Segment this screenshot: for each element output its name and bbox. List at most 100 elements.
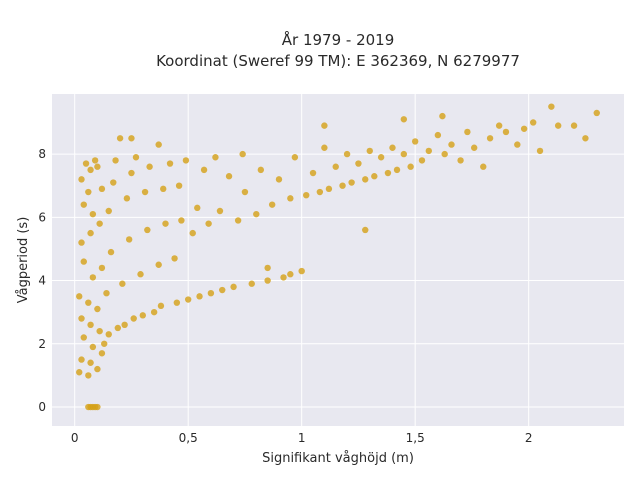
data-point — [275, 176, 283, 183]
data-point — [280, 274, 287, 281]
x-tick-label: 1,5 — [406, 431, 425, 445]
data-point — [98, 185, 106, 193]
data-point — [502, 128, 510, 136]
data-point — [175, 182, 183, 189]
data-point — [514, 141, 521, 148]
data-point — [87, 359, 94, 366]
data-point — [366, 147, 373, 155]
data-point — [89, 210, 97, 218]
plot-background — [52, 94, 624, 426]
data-point — [128, 169, 135, 177]
data-point — [548, 103, 555, 110]
data-point — [332, 163, 339, 170]
data-point — [205, 220, 212, 227]
data-point — [298, 267, 305, 275]
data-point — [94, 365, 101, 373]
data-point — [78, 356, 85, 363]
data-point — [400, 150, 408, 158]
data-point — [76, 369, 83, 376]
x-axis-label: Signifikant våghöjd (m) — [262, 451, 414, 466]
data-point — [434, 131, 442, 139]
data-point — [325, 185, 333, 193]
chart-title: År 1979 - 2019 — [282, 30, 395, 49]
data-point — [253, 210, 260, 218]
data-point — [146, 163, 153, 170]
data-point — [94, 403, 101, 411]
data-point — [137, 271, 144, 278]
data-point — [348, 179, 355, 186]
data-point — [85, 188, 92, 196]
grid-lines — [52, 94, 624, 426]
data-point — [407, 163, 414, 170]
data-point — [107, 248, 115, 256]
data-point — [264, 277, 271, 284]
data-point — [457, 157, 464, 164]
data-point — [157, 302, 165, 310]
data-point — [470, 144, 478, 151]
y-tick-labels: 0 2 4 6 8 — [38, 147, 46, 414]
data-point — [207, 290, 215, 297]
y-tick-label: 2 — [38, 337, 46, 351]
y-tick-label: 6 — [38, 210, 46, 224]
data-point — [155, 141, 162, 148]
data-point — [103, 290, 110, 297]
data-point — [570, 122, 578, 129]
data-point — [393, 166, 401, 174]
data-point — [287, 271, 294, 278]
data-point — [87, 166, 94, 174]
x-tick-labels: 0 0,5 1 1,5 2 — [71, 431, 533, 445]
data-point — [171, 255, 178, 262]
data-point — [582, 135, 589, 142]
data-point — [343, 150, 351, 158]
data-point — [144, 226, 151, 234]
data-point — [530, 119, 537, 126]
data-point — [85, 372, 92, 379]
data-point — [116, 135, 124, 142]
data-point — [82, 160, 90, 167]
data-point — [321, 122, 328, 129]
data-point — [101, 340, 108, 347]
data-point — [89, 274, 97, 281]
data-point — [130, 315, 137, 322]
data-point — [316, 188, 324, 196]
data-point — [178, 217, 185, 224]
data-point — [162, 220, 169, 227]
data-point — [78, 176, 85, 183]
data-point — [371, 173, 378, 180]
data-point — [448, 141, 455, 148]
data-point — [321, 144, 328, 151]
data-point — [536, 147, 544, 155]
data-point — [114, 324, 122, 332]
data-point — [76, 293, 83, 300]
x-tick-label: 2 — [525, 431, 533, 445]
data-point — [85, 299, 92, 306]
data-point — [303, 191, 310, 199]
data-point — [128, 135, 135, 142]
data-point — [196, 293, 203, 300]
x-tick-label: 1 — [298, 431, 306, 445]
data-point — [105, 331, 112, 338]
data-point — [91, 157, 99, 164]
data-point — [377, 154, 385, 161]
data-point — [234, 217, 242, 224]
data-point — [411, 138, 419, 145]
data-point — [264, 264, 271, 272]
data-point — [257, 166, 265, 174]
data-point — [189, 229, 196, 237]
data-point — [96, 220, 103, 227]
data-point — [425, 147, 432, 155]
data-point — [123, 195, 131, 202]
data-point — [155, 261, 162, 268]
data-point — [110, 179, 117, 186]
data-point — [119, 280, 126, 287]
data-point — [212, 154, 219, 161]
data-point — [141, 188, 149, 196]
data-point — [225, 173, 233, 180]
x-tick-label: 0 — [71, 431, 79, 445]
data-point — [98, 350, 106, 357]
data-point — [112, 157, 119, 164]
y-tick-label: 8 — [38, 147, 46, 161]
data-point — [216, 207, 224, 215]
data-point — [291, 154, 299, 161]
data-point — [87, 229, 94, 237]
